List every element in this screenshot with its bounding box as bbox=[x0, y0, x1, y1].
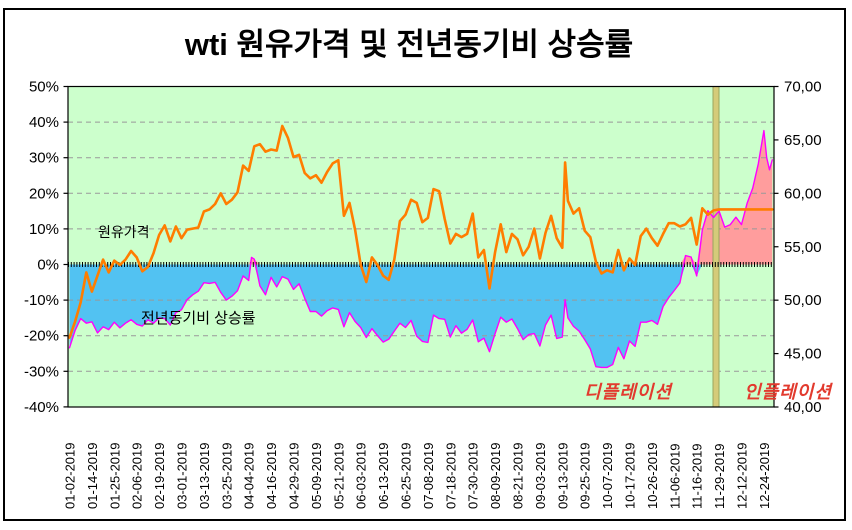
right-axis-tick-label: 65,00 bbox=[784, 132, 822, 149]
date-label: 01-02-2019 bbox=[63, 443, 78, 510]
date-label: 07-08-2019 bbox=[421, 443, 436, 510]
yoy-series-label: 전년동기비 상승률 bbox=[141, 310, 256, 327]
yoy-positive-area bbox=[69, 130, 773, 265]
price-line bbox=[68, 124, 774, 339]
outer-border bbox=[3, 8, 846, 521]
date-label: 10-17-2019 bbox=[623, 443, 638, 510]
left-axis-tick-label: 20% bbox=[29, 185, 59, 202]
right-axis-tick-label: 60,00 bbox=[784, 185, 822, 202]
date-label: 10-26-2019 bbox=[645, 443, 660, 510]
date-label: 07-18-2019 bbox=[443, 443, 458, 510]
date-label: 07-30-2019 bbox=[466, 443, 481, 510]
gridlines bbox=[68, 121, 774, 372]
left-axis-tick-label: -40% bbox=[24, 399, 59, 416]
right-axis-tick-label: 70,00 bbox=[784, 79, 822, 96]
price-series-label: 원유가격 bbox=[98, 224, 150, 240]
inflation-label: 인플레이션 bbox=[744, 382, 833, 402]
date-label: 06-13-2019 bbox=[376, 443, 391, 510]
date-label: 12-24-2019 bbox=[757, 443, 772, 510]
left-axis-labels: 50% 40% 30% 20% 10% 0% -10% -20% -30% -40% bbox=[24, 79, 68, 416]
date-label: 01-14-2019 bbox=[85, 443, 100, 510]
deflation-label: 디플레이션 bbox=[584, 382, 673, 402]
date-label: 03-25-2019 bbox=[219, 443, 234, 510]
date-label: 08-21-2019 bbox=[511, 443, 526, 510]
date-label: 11-29-2019 bbox=[712, 443, 727, 509]
date-label: 09-25-2019 bbox=[578, 443, 593, 510]
event-band bbox=[712, 86, 720, 408]
date-label: 05-21-2019 bbox=[331, 443, 346, 510]
left-axis-tick-label: -30% bbox=[24, 363, 59, 380]
yoy-line bbox=[68, 129, 773, 369]
date-label: 09-13-2019 bbox=[555, 443, 570, 510]
left-axis-tick-label: 30% bbox=[29, 150, 59, 167]
date-label: 04-04-2019 bbox=[242, 443, 257, 510]
chart-title: wti 원유가격 및 전년동기비 상승률 bbox=[184, 27, 633, 62]
date-label: 12-12-2019 bbox=[735, 443, 750, 510]
left-axis-tick-label: -10% bbox=[24, 292, 59, 309]
date-label: 06-03-2019 bbox=[354, 443, 369, 510]
date-label: 11-16-2019 bbox=[690, 443, 705, 509]
date-label: 10-07-2019 bbox=[600, 443, 615, 510]
right-axis-labels: 70,00 65,00 60,00 55,00 50,00 45,00 40,00 bbox=[774, 79, 822, 416]
date-label: 04-16-2019 bbox=[264, 443, 279, 510]
date-axis-labels: 01-02-2019 01-14-2019 01-25-2019 02-06-2019… bbox=[63, 443, 772, 510]
left-axis-tick-label: -20% bbox=[24, 328, 59, 345]
date-label: 11-06-2019 bbox=[667, 443, 682, 509]
right-axis-tick-label: 50,00 bbox=[784, 292, 822, 309]
date-label: 02-19-2019 bbox=[152, 443, 167, 510]
date-label: 03-13-2019 bbox=[197, 443, 212, 510]
left-axis-tick-label: 0% bbox=[37, 257, 59, 274]
date-label: 05-09-2019 bbox=[309, 443, 324, 510]
plot-background bbox=[68, 86, 774, 407]
date-label: 01-25-2019 bbox=[107, 443, 122, 510]
left-axis-tick-label: 10% bbox=[29, 221, 59, 238]
right-axis-tick-label: 40,00 bbox=[784, 399, 822, 416]
date-label: 08-09-2019 bbox=[488, 443, 503, 510]
date-label: 09-03-2019 bbox=[533, 443, 548, 510]
date-label: 06-25-2019 bbox=[399, 443, 414, 510]
right-axis-tick-label: 55,00 bbox=[784, 239, 822, 256]
date-label: 03-01-2019 bbox=[175, 443, 190, 510]
date-label: 04-29-2019 bbox=[287, 443, 302, 510]
date-label: 02-06-2019 bbox=[130, 443, 145, 510]
right-axis-tick-label: 45,00 bbox=[784, 346, 822, 363]
yoy-negative-area bbox=[69, 264, 773, 368]
left-axis-tick-label: 50% bbox=[29, 79, 59, 96]
left-axis-tick-label: 40% bbox=[29, 114, 59, 131]
